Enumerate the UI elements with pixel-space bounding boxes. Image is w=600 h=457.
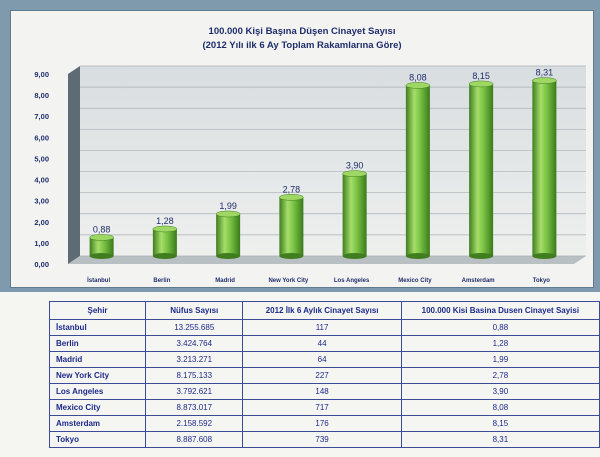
y-tick-label: 9,00 <box>34 70 49 79</box>
cell-city: İstanbul <box>48 319 147 336</box>
cell-city: Amsterdam <box>48 415 147 432</box>
table-row: Madrid 3.213.271 64 1,99 <box>48 351 600 368</box>
cell-population: 3.792.621 <box>145 383 244 400</box>
bar <box>468 80 494 259</box>
bar-value-label: 1,99 <box>219 201 237 211</box>
table-row: Tokyo 8.887.608 739 8,31 <box>48 431 600 448</box>
cell-murders: 739 <box>242 431 402 448</box>
y-tick-label: 4,00 <box>34 176 49 185</box>
data-table: Şehir Nüfus Sayısı 2012 İlk 6 Aylık Cina… <box>48 301 600 448</box>
cell-population: 13.255.685 <box>145 319 244 336</box>
y-tick-label: 8,00 <box>34 91 49 100</box>
bar-value-label: 8,15 <box>472 71 490 81</box>
chart-floor <box>68 256 586 264</box>
cell-rate: 8,08 <box>400 399 600 416</box>
cell-rate: 1,99 <box>400 351 600 368</box>
cell-murders: 717 <box>242 399 402 416</box>
cell-city: Mexico City <box>48 399 147 416</box>
bar-value-label: 8,08 <box>409 72 427 82</box>
x-category-label: Los Angeles <box>334 278 370 284</box>
cell-murders: 148 <box>242 383 402 400</box>
table-row: Los Angeles 3.792.621 148 3,90 <box>48 383 600 400</box>
chart-panel: 100.000 Kişi Başına Düşen Cinayet Sayısı… <box>10 10 594 288</box>
cell-murders: 227 <box>242 367 402 384</box>
bar-value-label: 1,28 <box>156 216 174 226</box>
cell-rate: 2,78 <box>400 367 600 384</box>
table-row: Berlin 3.424.764 44 1,28 <box>48 335 600 352</box>
x-category-label: Tokyo <box>533 278 551 284</box>
cell-city: Berlin <box>48 335 147 352</box>
table-row: Mexico City 8.873.017 717 8,08 <box>48 399 600 416</box>
chart-subtitle: (2012 Yılı ilk 6 Ay Toplam Rakamlarına G… <box>202 40 402 51</box>
bar <box>532 77 557 259</box>
bar <box>405 82 431 259</box>
cell-city: Los Angeles <box>48 383 147 400</box>
cell-city: Madrid <box>48 351 147 368</box>
bar-value-label: 3,90 <box>346 161 364 171</box>
header-city: Şehir <box>48 301 147 320</box>
cell-population: 3.424.764 <box>145 335 244 352</box>
cell-population: 3.213.271 <box>145 351 244 368</box>
cell-city: Tokyo <box>48 431 147 448</box>
cell-rate: 3,90 <box>400 383 600 400</box>
x-category-label: Madrid <box>215 278 235 284</box>
y-tick-label: 0,00 <box>34 260 49 269</box>
table-header-row: Şehir Nüfus Sayısı 2012 İlk 6 Aylık Cina… <box>48 301 600 320</box>
bar <box>215 210 241 259</box>
table-row: New York City 8.175.133 227 2,78 <box>48 367 600 384</box>
bar <box>152 225 178 259</box>
table-row: Amsterdam 2.158.592 176 8,15 <box>48 415 600 432</box>
cell-murders: 64 <box>242 351 402 368</box>
cell-population: 8.887.608 <box>145 431 244 448</box>
bar <box>89 234 114 259</box>
bar-value-label: 8,31 <box>536 68 554 78</box>
bar-chart: 0,00 1,00 2,00 3,00 4,00 5,00 6,00 7,00 8,00 9,00… <box>34 65 586 284</box>
y-tick-label: 7,00 <box>34 112 49 121</box>
bar-value-label: 0,88 <box>93 224 111 234</box>
y-tick-label: 5,00 <box>34 154 49 163</box>
cell-murders: 44 <box>242 335 402 352</box>
cell-population: 2.158.592 <box>145 415 244 432</box>
x-category-label: İstanbul <box>87 277 110 284</box>
x-category-label: New York City <box>268 278 308 284</box>
table-panel: Şehir Nüfus Sayısı 2012 İlk 6 Aylık Cina… <box>0 292 600 457</box>
cell-population: 8.175.133 <box>145 367 244 384</box>
cell-rate: 8,31 <box>400 431 600 448</box>
x-category-label: Mexico City <box>398 278 432 284</box>
cell-rate: 0,88 <box>400 319 600 336</box>
y-tick-label: 6,00 <box>34 133 49 142</box>
x-category-label: Berlin <box>153 278 170 284</box>
table-row: İstanbul 13.255.685 117 0,88 <box>48 319 600 336</box>
header-rate: 100.000 Kisi Basina Dusen Cinayet Sayisi <box>400 301 600 320</box>
cell-city: New York City <box>48 367 147 384</box>
y-tick-label: 2,00 <box>34 218 49 227</box>
y-tick-label: 3,00 <box>34 197 49 206</box>
y-tick-label: 1,00 <box>34 239 49 248</box>
chart-side-wall <box>68 66 80 264</box>
chart-back-wall <box>80 66 586 256</box>
bar-value-label: 2,78 <box>283 184 301 194</box>
chart-title: 100.000 Kişi Başına Düşen Cinayet Sayısı <box>208 26 396 37</box>
cell-rate: 1,28 <box>400 335 600 352</box>
header-population: Nüfus Sayısı <box>145 301 244 320</box>
cell-population: 8.873.017 <box>145 399 244 416</box>
bar <box>342 170 367 259</box>
cell-rate: 8,15 <box>400 415 600 432</box>
bar <box>279 194 304 259</box>
header-murders: 2012 İlk 6 Aylık Cinayet Sayısı <box>242 301 402 320</box>
cell-murders: 176 <box>242 415 402 432</box>
cell-murders: 117 <box>242 319 402 336</box>
x-category-label: Amsterdam <box>462 278 495 284</box>
